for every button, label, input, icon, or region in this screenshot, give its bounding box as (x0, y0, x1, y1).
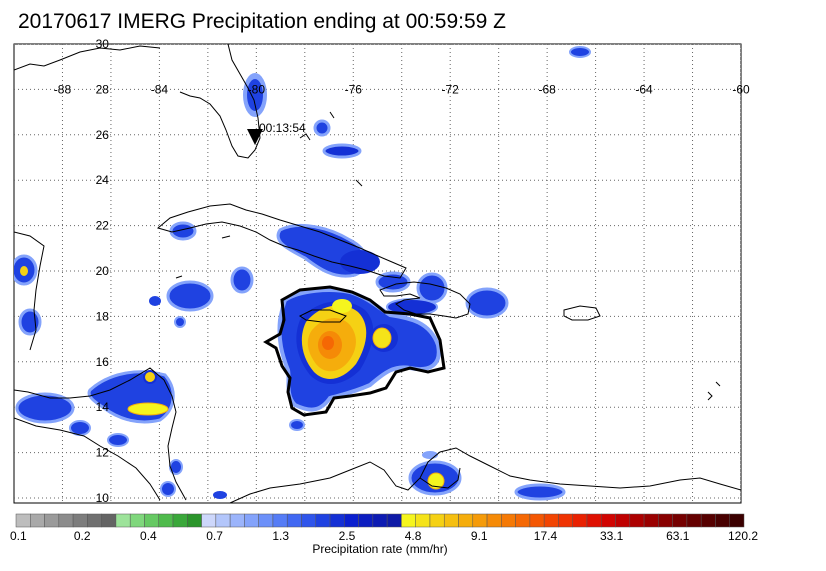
colorbar-tick-label: 2.5 (339, 529, 356, 543)
latitude-labels: 30 28 26 24 22 20 18 16 14 12 10 (96, 37, 110, 505)
longitude-label: -76 (345, 82, 363, 96)
latitude-label: 22 (96, 219, 110, 233)
longitude-label: -88 (54, 82, 72, 96)
colorbar-swatch (543, 513, 559, 528)
colorbar-tick-label: 1.3 (272, 529, 289, 543)
colorbar-swatch (700, 513, 716, 528)
colorbar-swatch (158, 513, 174, 528)
storm-outline (263, 285, 446, 417)
colorbar-swatch (715, 513, 730, 528)
colorbar-swatch (344, 513, 359, 528)
colorbar-swatch (529, 513, 545, 528)
colorbar-swatch (358, 513, 374, 528)
colorbar-swatch (215, 513, 231, 528)
colorbar-tick-label: 0.7 (206, 529, 223, 543)
colorbar-swatch (115, 513, 131, 528)
colorbar-swatch (58, 513, 74, 528)
colorbar-swatch (601, 513, 616, 528)
colorbar-swatch (615, 513, 631, 528)
colorbar-tick-label: 0.1 (10, 529, 27, 543)
colorbar-tick-labels: 0.1 0.2 0.4 0.7 1.3 2.5 4.8 9.1 17.4 33.1 63.1 120.… (10, 529, 758, 543)
colorbar-swatch (329, 513, 345, 528)
colorbar-swatch (72, 513, 88, 528)
latitude-label: 14 (96, 400, 110, 414)
storm-marker-time: 00:13:54 (259, 121, 306, 135)
precipitation-areas (14, 46, 591, 501)
colorbar-swatch (172, 513, 188, 528)
latitude-label: 24 (96, 173, 110, 187)
colorbar-swatch (572, 513, 588, 528)
colorbar-tick-label: 33.1 (600, 529, 624, 543)
colorbar-tick-label: 120.2 (728, 529, 758, 543)
latitude-label: 18 (96, 309, 110, 323)
longitude-label: -64 (635, 82, 653, 96)
colorbar-tick-label: 63.1 (666, 529, 690, 543)
longitude-label: -84 (151, 82, 169, 96)
latitude-label: 30 (96, 37, 110, 51)
longitude-labels: -88 -84 -80 -76 -72 -68 -64 -60 (54, 82, 750, 96)
colorbar-swatch (129, 513, 145, 528)
colorbar-swatch (201, 513, 217, 528)
colorbar-swatch (672, 513, 688, 528)
longitude-label: -72 (442, 82, 460, 96)
colorbar-tick-label: 0.2 (74, 529, 91, 543)
colorbar-swatch (629, 513, 645, 528)
storm-marker-icon (247, 129, 263, 145)
colorbar-swatch (301, 513, 317, 528)
colorbar-swatch (658, 513, 673, 528)
colorbar-swatch (429, 513, 445, 528)
colorbar-swatch (472, 513, 488, 528)
colorbar-swatch (258, 513, 274, 528)
latitude-label: 28 (96, 82, 110, 96)
colorbar-swatch (144, 513, 159, 528)
coastlines (14, 44, 741, 503)
colorbar-swatch (515, 513, 531, 528)
colorbar-swatches (15, 513, 745, 528)
map-title: 20170617 IMERG Precipitation ending at 0… (18, 10, 506, 33)
latitude-label: 12 (96, 446, 110, 460)
colorbar-swatch (558, 513, 573, 528)
colorbar-swatch (415, 513, 431, 528)
colorbar-swatch (401, 513, 416, 528)
colorbar-tick-label: 4.8 (405, 529, 422, 543)
colorbar-swatch (315, 513, 331, 528)
colorbar-swatch (643, 513, 659, 528)
latitude-label: 20 (96, 264, 110, 278)
colorbar-swatch (15, 513, 31, 528)
latitude-label: 16 (96, 355, 110, 369)
colorbar-swatch (286, 513, 302, 528)
colorbar-swatch (272, 513, 288, 528)
colorbar-swatch (372, 513, 388, 528)
colorbar-swatch (686, 513, 702, 528)
colorbar-swatch (458, 513, 474, 528)
colorbar-swatch (501, 513, 516, 528)
colorbar-swatch (586, 513, 602, 528)
colorbar-swatch (87, 513, 102, 528)
colorbar-tick-label: 9.1 (471, 529, 488, 543)
latitude-label: 26 (96, 128, 110, 142)
longitude-label: -68 (538, 82, 556, 96)
colorbar-swatch (101, 513, 117, 528)
longitude-label: -80 (248, 82, 266, 96)
colorbar-swatch (386, 513, 402, 528)
graticule (14, 44, 741, 503)
colorbar-swatch (187, 513, 202, 528)
colorbar-swatch (30, 513, 45, 528)
colorbar-swatch (229, 513, 245, 528)
colorbar-swatch (443, 513, 459, 528)
colorbar-swatch (44, 513, 60, 528)
colorbar-label: Precipitation rate (mm/hr) (312, 542, 447, 556)
colorbar-tick-label: 17.4 (534, 529, 558, 543)
longitude-label: -60 (732, 82, 750, 96)
latitude-label: 10 (96, 491, 110, 505)
colorbar-tick-label: 0.4 (140, 529, 157, 543)
colorbar-swatch (244, 513, 259, 528)
colorbar-swatch (729, 513, 745, 528)
colorbar-swatch (486, 513, 502, 528)
